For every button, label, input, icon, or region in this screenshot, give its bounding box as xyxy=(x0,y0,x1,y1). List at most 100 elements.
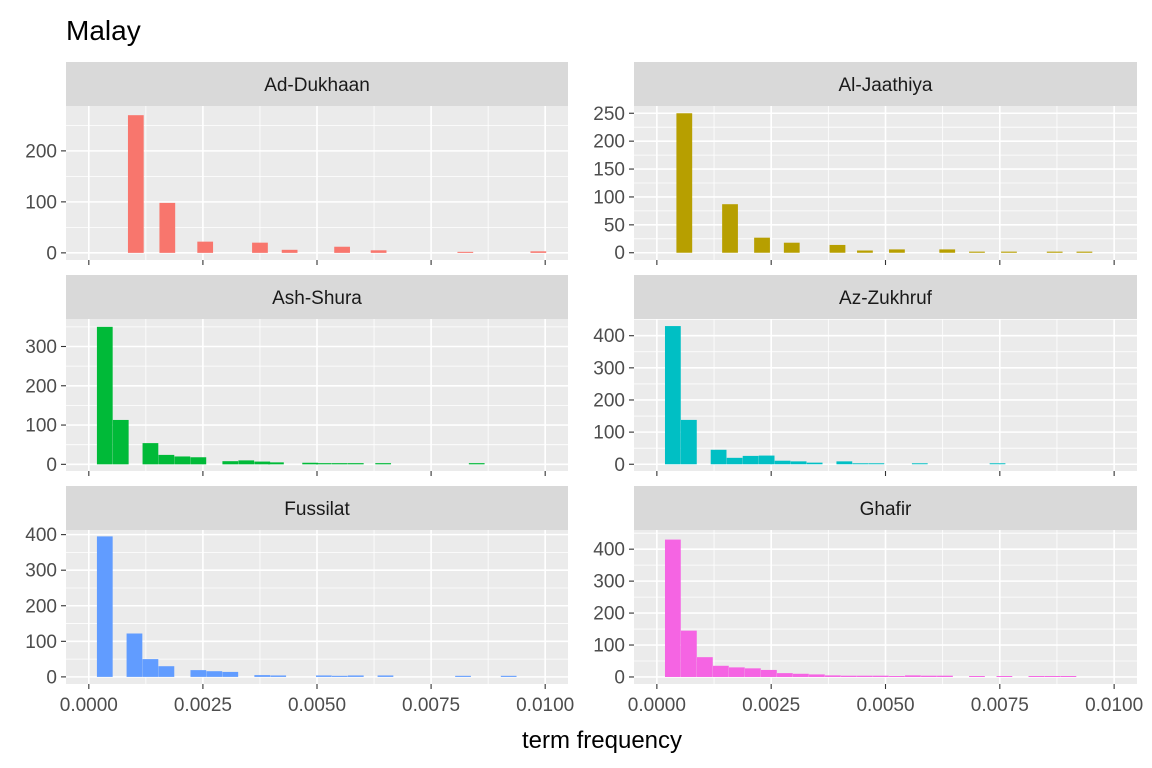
histogram-bar xyxy=(1044,676,1061,677)
histogram-bar xyxy=(1076,251,1093,253)
histogram-bar xyxy=(530,251,547,253)
histogram-bar xyxy=(889,249,905,253)
histogram-bar xyxy=(315,675,332,677)
histogram-bar xyxy=(745,668,761,677)
histogram-bar xyxy=(728,667,745,677)
x-tick-label: 0.0100 xyxy=(516,695,574,716)
y-tick-label: 200 xyxy=(25,596,57,617)
histogram-bar xyxy=(206,671,223,677)
histogram-bar xyxy=(676,113,693,253)
histogram-bar xyxy=(174,456,191,465)
facet-strip xyxy=(634,62,1137,106)
y-tick-label: 100 xyxy=(25,632,57,653)
histogram-bar xyxy=(302,462,319,465)
histogram-bar xyxy=(254,461,271,465)
facet-panel-ash-shura: Ash-Shura 0 100 200 300 xyxy=(25,275,568,476)
histogram-bar xyxy=(825,675,841,677)
histogram-bar xyxy=(370,250,387,253)
x-tick-label: 0.0100 xyxy=(1085,695,1143,716)
histogram-bar xyxy=(710,449,727,465)
histogram-bar xyxy=(96,326,113,465)
y-tick-label: 200 xyxy=(593,604,625,625)
histogram-bar xyxy=(937,675,953,677)
histogram-bar xyxy=(829,244,846,253)
y-tick-label: 0 xyxy=(46,455,57,476)
y-tick-label: 200 xyxy=(25,376,57,397)
x-tick-label: 0.0000 xyxy=(628,695,686,716)
facet-strip-label: Al-Jaathiya xyxy=(839,75,933,96)
histogram-bar xyxy=(836,461,853,465)
histogram-bar xyxy=(1001,251,1017,253)
histogram-bar xyxy=(190,670,207,677)
histogram-bar xyxy=(809,674,825,677)
facet-strip-label: Fussilat xyxy=(284,499,350,520)
histogram-bar xyxy=(841,675,857,677)
histogram-bar xyxy=(347,463,364,465)
histogram-bar xyxy=(1028,676,1045,677)
histogram-bar xyxy=(873,675,889,677)
facet-panel-al-jaathiya: Al-Jaathiya 0 50 100 150 200 250 xyxy=(593,62,1137,265)
y-tick-label: 300 xyxy=(25,561,57,582)
histogram-bar xyxy=(127,115,144,253)
y-tick-label: 400 xyxy=(593,326,625,347)
histogram-bar xyxy=(377,675,394,677)
histogram-bar xyxy=(331,463,348,465)
histogram-bar xyxy=(806,462,823,465)
histogram-bar xyxy=(680,630,697,677)
histogram-bar xyxy=(989,463,1006,465)
histogram-bar xyxy=(889,676,905,677)
histogram-bar xyxy=(761,669,777,677)
facet-panel-ad-dukhaan: Ad-Dukhaan 0 100 200 xyxy=(25,62,568,265)
y-tick-label: 100 xyxy=(25,192,57,213)
histogram-bar xyxy=(722,204,738,253)
x-tick-label: 0.0050 xyxy=(856,695,914,716)
histogram-bar xyxy=(142,659,159,677)
histogram-bar xyxy=(222,461,239,465)
histogram-bar xyxy=(126,633,143,677)
histogram-bar xyxy=(334,246,350,253)
histogram-bar xyxy=(222,671,239,677)
y-tick-label: 50 xyxy=(604,215,625,236)
histogram-bar xyxy=(921,675,937,677)
histogram-bar xyxy=(158,666,175,677)
histogram-bar xyxy=(852,463,869,465)
histogram-bar xyxy=(158,454,175,465)
y-tick-label: 200 xyxy=(593,132,625,153)
x-tick-label: 0.0075 xyxy=(971,695,1029,716)
histogram-bar xyxy=(375,463,392,465)
y-tick-label: 300 xyxy=(25,337,57,358)
histogram-bar xyxy=(500,675,517,677)
histogram-bar xyxy=(777,673,793,677)
facet-strip-label: Ghafir xyxy=(860,499,912,520)
y-tick-label: 150 xyxy=(593,160,625,181)
y-tick-label: 100 xyxy=(593,187,625,208)
histogram-bar xyxy=(270,675,287,677)
histogram-bar xyxy=(254,675,271,677)
histogram-bar xyxy=(939,249,956,253)
y-tick-label: 100 xyxy=(25,416,57,437)
x-tick-label: 0.0000 xyxy=(60,695,118,716)
histogram-bar xyxy=(774,460,791,465)
y-tick-label: 100 xyxy=(593,636,625,657)
facet-strip xyxy=(634,486,1137,530)
histogram-bar xyxy=(996,676,1013,677)
facet-panels: Ad-Dukhaan 0 100 200 Al-Jaathiya 0 50 100 150 200… xyxy=(25,62,1143,716)
y-tick-label: 0 xyxy=(46,667,57,688)
facet-panel-fussilat: Fussilat 0 100 200 300 400 0.0000 0.0025 0.0050 0… xyxy=(25,486,574,716)
histogram-bar xyxy=(758,455,775,465)
facet-panel-az-zukhruf: Az-Zukhruf 0 100 200 300 400 xyxy=(593,275,1137,476)
histogram-bar xyxy=(96,536,113,677)
histogram-bar xyxy=(1060,676,1077,677)
histogram-bar xyxy=(197,241,214,253)
histogram-bar xyxy=(783,242,800,253)
histogram-bar xyxy=(696,657,713,677)
histogram-bar xyxy=(742,455,759,465)
histogram-bar xyxy=(281,249,298,253)
facet-panel-ghafir: Ghafir 0 100 200 300 400 0.0000 0.0025 0.0050 0.0… xyxy=(593,486,1143,716)
x-tick-label: 0.0075 xyxy=(402,695,460,716)
y-tick-label: 0 xyxy=(614,667,625,688)
histogram-bar xyxy=(331,675,348,677)
histogram-bar xyxy=(969,251,985,253)
histogram-bar xyxy=(790,461,807,465)
